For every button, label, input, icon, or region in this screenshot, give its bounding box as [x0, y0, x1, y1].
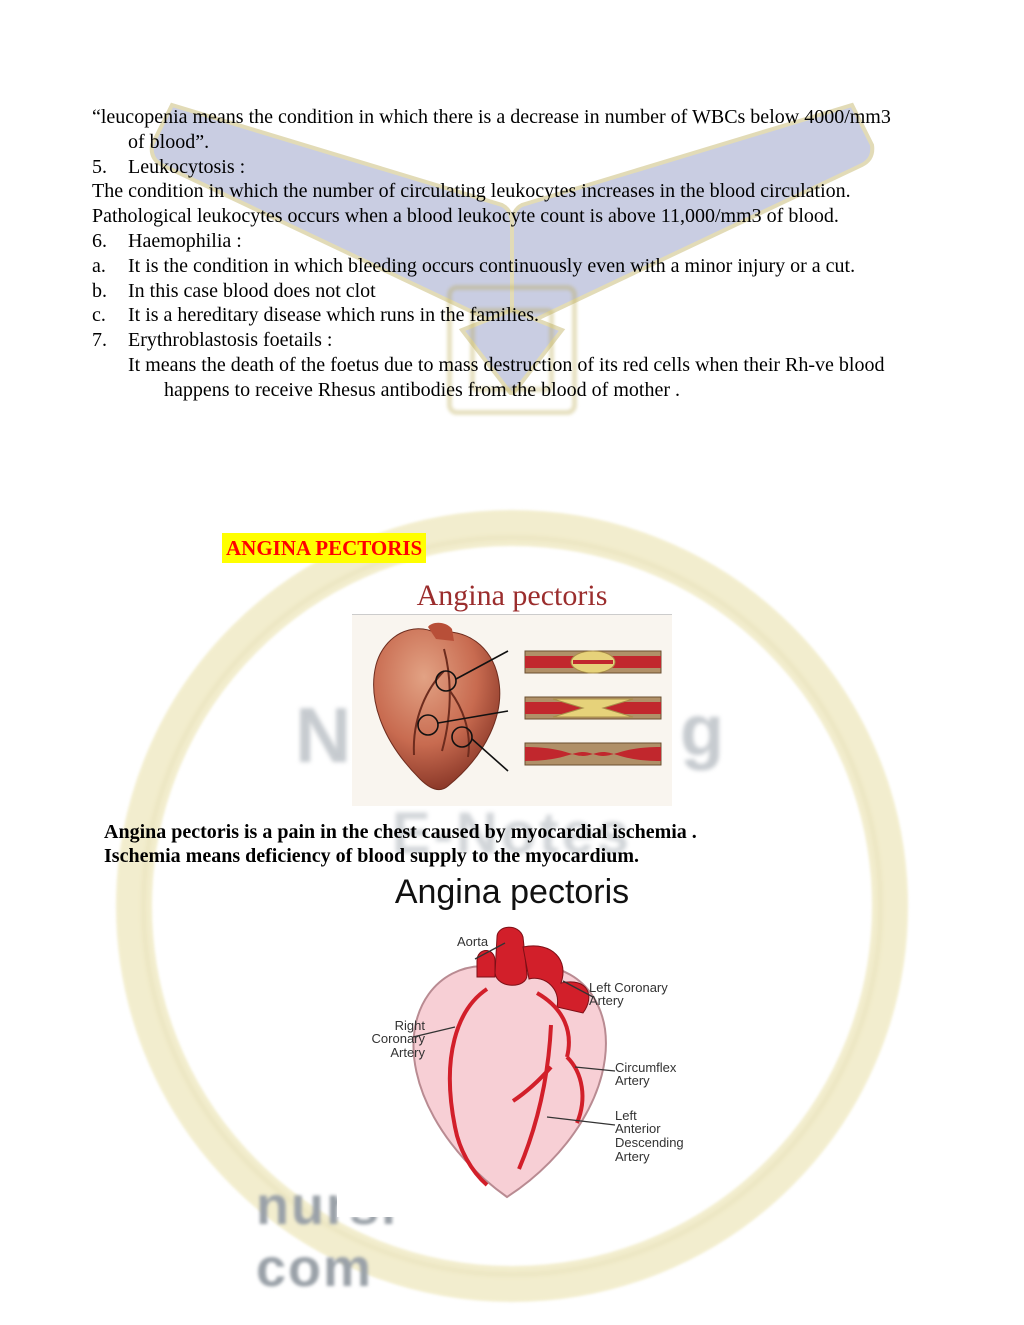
para-erythro-l1: It means the death of the foetus due to …	[128, 354, 884, 376]
item-5-num: 5.	[92, 155, 128, 180]
item-b-text: In this case blood does not clot	[128, 280, 376, 302]
vessel-severe	[523, 737, 663, 771]
figure-1-title: Angina pectoris	[352, 577, 672, 614]
label-lad: LeftAnteriorDescendingArtery	[615, 1109, 684, 1164]
body-text: “leucopenia means the condition in which…	[92, 105, 932, 1217]
figure-2-title: Angina pectoris	[337, 871, 687, 913]
item-a: a.It is the condition in which bleeding …	[92, 254, 932, 279]
item-7-label: Erythroblastosis foetails :	[128, 329, 332, 351]
item-5: 5.Leukocytosis :	[92, 155, 932, 180]
item-c-num: c.	[92, 303, 128, 328]
item-c: c.It is a hereditary disease which runs …	[92, 303, 932, 328]
para-leucopenia-l1: “leucopenia means the condition in which…	[92, 106, 891, 128]
item-7-num: 7.	[92, 328, 128, 353]
document-page: N g E-Notes nursi com “leucopenia means …	[0, 0, 1024, 1325]
para-leucopenia: “leucopenia means the condition in which…	[92, 105, 932, 155]
para-leukocytosis-l1: The condition in which the number of cir…	[92, 179, 932, 204]
vessel-mild	[523, 645, 663, 679]
para-erythro-l2: happens to receive Rhesus antibodies fro…	[128, 379, 680, 401]
watermark-url-right: com	[256, 1238, 373, 1298]
label-rca: RightCoronaryArtery	[365, 1019, 425, 1060]
item-6-num: 6.	[92, 229, 128, 254]
item-b: b.In this case blood does not clot	[92, 279, 932, 304]
item-c-text: It is a hereditary disease which runs in…	[128, 304, 539, 326]
figure-angina-2: Angina pectoris	[337, 871, 687, 1217]
label-lca: Left CoronaryArtery	[589, 981, 668, 1008]
para-erythro: It means the death of the foetus due to …	[92, 353, 932, 403]
definition-l2: Ischemia means deficiency of blood suppl…	[104, 845, 639, 867]
section-heading: ANGINA PECTORIS	[222, 533, 426, 563]
item-6: 6.Haemophilia :	[92, 229, 932, 254]
item-6-label: Haemophilia :	[128, 230, 242, 252]
figure-1-body	[352, 614, 672, 806]
figure-1-heart	[358, 621, 513, 796]
label-aorta: Aorta	[457, 935, 488, 949]
figure-2-body: Aorta Left CoronaryArtery RightCoronaryA…	[337, 917, 687, 1217]
label-circumflex: CircumflexArtery	[615, 1061, 676, 1088]
definition-para: Angina pectoris is a pain in the chest c…	[104, 820, 932, 869]
item-b-num: b.	[92, 279, 128, 304]
para-leucopenia-l2: of blood”.	[128, 131, 209, 153]
item-a-num: a.	[92, 254, 128, 279]
item-a-text: It is the condition in which bleeding oc…	[128, 255, 855, 277]
vessel-moderate	[523, 691, 663, 725]
definition-l1: Angina pectoris is a pain in the chest c…	[104, 821, 697, 843]
figure-angina-1: Angina pectoris	[352, 577, 672, 806]
para-leukocytosis-l2: Pathological leukocytes occurs when a bl…	[92, 204, 932, 229]
item-5-label: Leukocytosis :	[128, 156, 245, 178]
item-7: 7.Erythroblastosis foetails :	[92, 328, 932, 353]
figure-1-vessels	[523, 621, 663, 796]
